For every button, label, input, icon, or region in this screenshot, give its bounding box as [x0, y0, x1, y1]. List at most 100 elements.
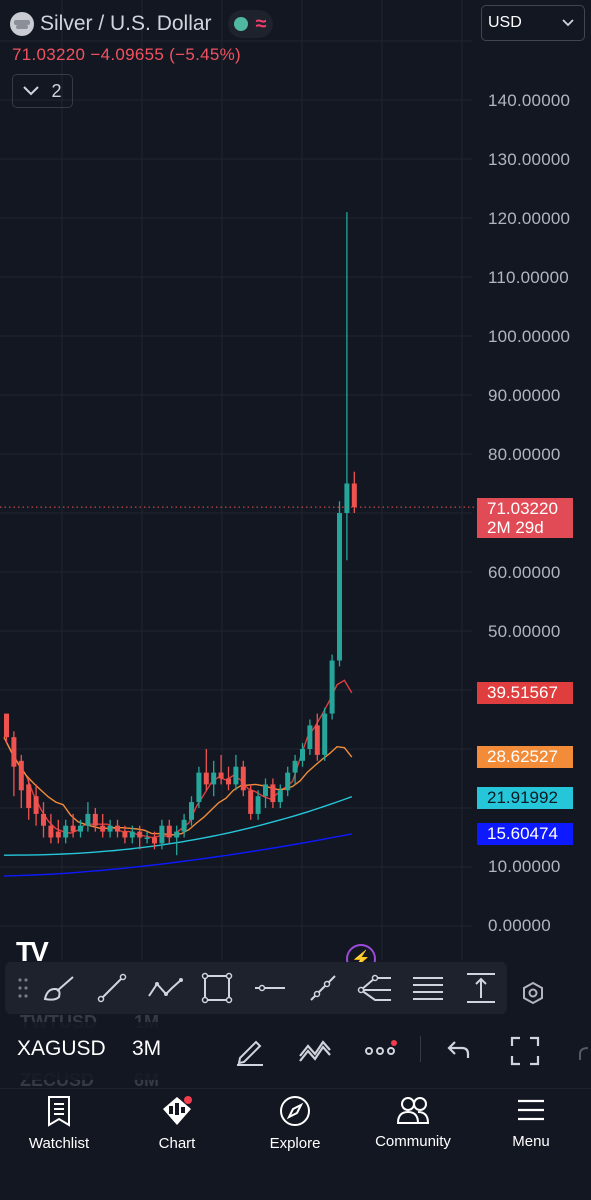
candle-body: [55, 831, 61, 838]
horizontal-line-icon[interactable]: [244, 962, 297, 1014]
moving-average-line: [3, 736, 353, 836]
bottom-navigation: Watchlist Chart Explore Community Menu: [0, 1088, 591, 1200]
y-axis-label: 100.00000: [488, 327, 571, 346]
y-axis-label: 140.00000: [488, 91, 571, 110]
candle-body: [270, 784, 276, 803]
candle-body: [263, 784, 268, 797]
candle-body: [33, 796, 39, 814]
y-axis-label: 10.00000: [488, 857, 561, 876]
redo-icon[interactable]: [578, 1044, 591, 1067]
fullscreen-icon[interactable]: [510, 1036, 540, 1071]
candle-body: [78, 825, 83, 832]
more-options-icon[interactable]: [364, 1040, 398, 1063]
chart-icon: [163, 1096, 192, 1125]
last-price: 71.03220: [12, 45, 86, 64]
candle-body: [300, 749, 305, 761]
candle-body: [63, 825, 69, 838]
y-axis-label: 80.00000: [488, 445, 561, 464]
candle-body: [11, 737, 17, 767]
y-axis-label: 110.00000: [488, 268, 569, 287]
tradingview-logo: TV: [16, 936, 49, 967]
undo-icon[interactable]: [444, 1038, 472, 1067]
indicators-icon[interactable]: [298, 1034, 332, 1069]
candle-body: [226, 778, 231, 785]
nav-label: Menu: [512, 1133, 550, 1150]
pitchfork-icon[interactable]: [349, 962, 402, 1014]
ma3-price-tag: 21.91992: [477, 787, 573, 809]
nav-label: Watchlist: [28, 1135, 90, 1152]
candle-body: [292, 760, 298, 773]
candle-body: [92, 813, 98, 826]
separator: [420, 1036, 421, 1062]
candle-body: [240, 766, 246, 791]
y-axis-label: 130.00000: [488, 150, 571, 169]
status-badges[interactable]: ≈: [227, 10, 273, 38]
candle-body: [152, 837, 157, 844]
nav-label: Community: [375, 1133, 451, 1150]
price-summary: 71.03220 −4.09655 (−5.45%): [12, 45, 241, 65]
candle-body: [277, 790, 283, 803]
chart-area[interactable]: Silver / U.S. Dollar ≈ 71.03220 −4.09655…: [0, 0, 591, 974]
candle-body: [203, 772, 209, 785]
ma1-price-tag: 39.51567: [477, 682, 573, 704]
menu-icon: [518, 1099, 544, 1121]
trend-line-icon[interactable]: [86, 962, 139, 1014]
candle-body: [196, 772, 202, 803]
rectangle-icon[interactable]: [191, 962, 244, 1014]
indicator-count: 2: [51, 80, 62, 101]
moving-average-line: [3, 833, 352, 877]
candle-body: [18, 760, 24, 791]
interval-button[interactable]: 3M: [132, 1037, 162, 1060]
nav-menu[interactable]: Menu: [472, 1095, 590, 1157]
candle-body: [174, 831, 180, 838]
nav-chart[interactable]: Chart: [118, 1095, 236, 1157]
candle-body: [329, 660, 335, 714]
candle-body: [218, 772, 224, 779]
candle-body: [344, 483, 350, 513]
y-axis-label: 50.00000: [488, 622, 561, 641]
candlestick-chart[interactable]: [0, 0, 591, 960]
settings-hex-icon[interactable]: [520, 980, 546, 1011]
candle-body: [189, 802, 194, 820]
drag-handle-icon[interactable]: [13, 977, 33, 999]
candle-body: [337, 513, 342, 661]
y-axis-label: 60.00000: [488, 563, 561, 582]
indicators-toggle-button[interactable]: 2: [12, 74, 73, 108]
currency-select[interactable]: USD: [481, 5, 585, 41]
candle-body: [137, 831, 143, 838]
symbol-title[interactable]: Silver / U.S. Dollar: [40, 12, 212, 35]
candle-body: [314, 725, 320, 755]
nav-explore[interactable]: Explore: [236, 1095, 354, 1157]
candle-body: [70, 825, 76, 832]
candle-body: [322, 713, 328, 755]
brush-tool-icon[interactable]: [33, 962, 86, 1014]
candle-body: [248, 790, 254, 814]
currency-value: USD: [488, 14, 522, 31]
silver-symbol-icon: [10, 12, 34, 36]
y-axis-label: 120.00000: [488, 209, 571, 228]
moving-average-line: [4, 796, 353, 856]
ray-icon[interactable]: [296, 962, 349, 1014]
price-range-icon[interactable]: [454, 962, 507, 1014]
candle-body: [351, 483, 357, 508]
nav-watchlist[interactable]: Watchlist: [0, 1095, 118, 1157]
symbol-button[interactable]: XAGUSD: [17, 1037, 106, 1060]
nav-label: Explore: [269, 1135, 321, 1152]
candle-body: [100, 825, 106, 832]
path-icon[interactable]: [138, 962, 191, 1014]
fib-retracement-icon[interactable]: [402, 962, 455, 1014]
last-price-tag: 71.03220 2M 29d: [477, 498, 573, 538]
nav-community[interactable]: Community: [354, 1095, 472, 1157]
market-open-icon: [233, 17, 248, 31]
candle-body: [211, 772, 217, 785]
candle-body: [166, 825, 172, 838]
last-price-tag-value: 71.03220: [487, 499, 558, 518]
price-change: −4.09655: [90, 45, 165, 64]
ma2-price-tag: 28.62527: [477, 746, 573, 768]
candle-body: [144, 837, 150, 839]
y-axis-label: 0.00000: [488, 916, 551, 935]
symbol-header[interactable]: Silver / U.S. Dollar ≈: [10, 8, 273, 40]
drawing-pen-icon[interactable]: [234, 1034, 266, 1071]
candle-body: [26, 784, 32, 808]
candle-body: [255, 796, 261, 814]
